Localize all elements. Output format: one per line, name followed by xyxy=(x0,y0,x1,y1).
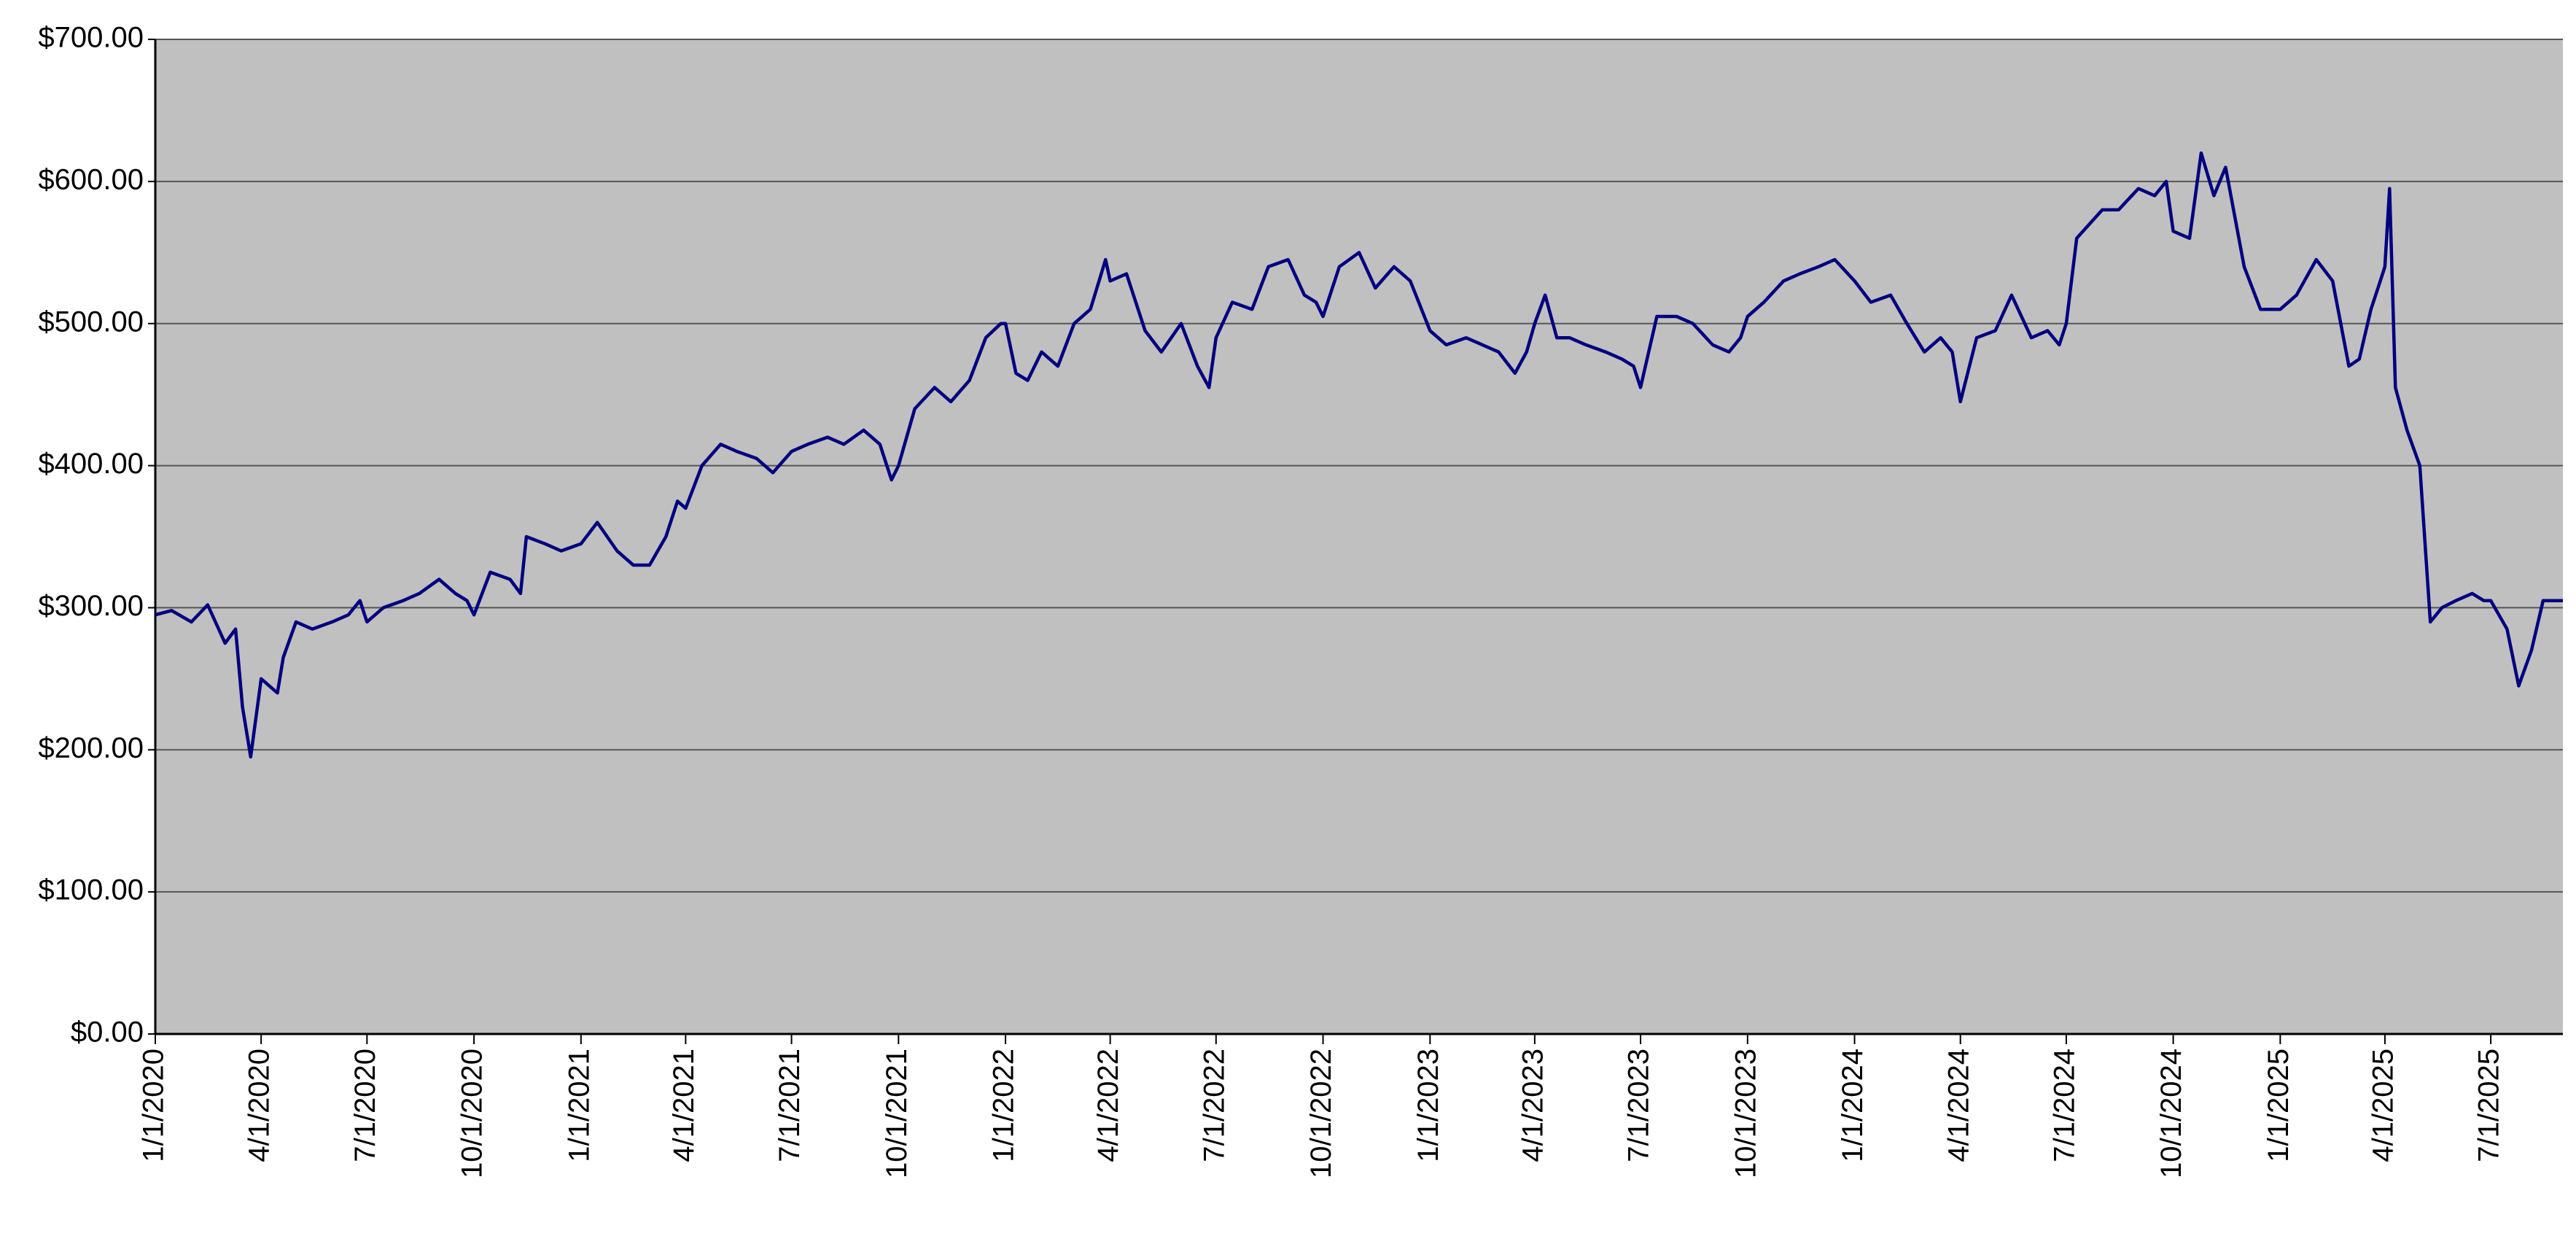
x-tick-label: 10/1/2021 xyxy=(881,1049,913,1178)
x-tick-label: 4/1/2021 xyxy=(668,1049,700,1162)
y-tick-label: $500.00 xyxy=(38,306,144,338)
x-tick-label: 1/1/2020 xyxy=(138,1049,170,1162)
x-tick-label: 4/1/2022 xyxy=(1092,1049,1124,1162)
y-tick-label: $0.00 xyxy=(71,1016,144,1049)
x-tick-label: 4/1/2025 xyxy=(2367,1049,2400,1162)
y-tick-label: $200.00 xyxy=(38,732,144,764)
plot-area xyxy=(155,39,2563,1034)
x-tick-label: 10/1/2024 xyxy=(2155,1049,2187,1178)
x-tick-label: 7/1/2022 xyxy=(1198,1049,1230,1162)
x-tick-label: 4/1/2024 xyxy=(1942,1049,1974,1162)
x-tick-label: 10/1/2023 xyxy=(1729,1049,1762,1178)
x-tick-label: 7/1/2023 xyxy=(1623,1049,1655,1162)
x-tick-label: 1/1/2024 xyxy=(1837,1049,1869,1162)
x-tick-label: 10/1/2020 xyxy=(456,1049,489,1178)
x-tick-label: 7/1/2024 xyxy=(2048,1049,2080,1162)
x-tick-label: 7/1/2021 xyxy=(774,1049,806,1162)
x-tick-label: 1/1/2025 xyxy=(2262,1049,2295,1162)
y-tick-label: $300.00 xyxy=(38,590,144,622)
y-tick-label: $600.00 xyxy=(38,163,144,195)
x-tick-label: 1/1/2023 xyxy=(1412,1049,1444,1162)
y-tick-label: $700.00 xyxy=(38,22,144,54)
y-tick-label: $100.00 xyxy=(38,874,144,906)
x-tick-label: 1/1/2022 xyxy=(988,1049,1020,1162)
x-tick-label: 10/1/2022 xyxy=(1305,1049,1337,1178)
price-line xyxy=(155,151,2563,759)
x-tick-label: 4/1/2020 xyxy=(244,1049,276,1162)
x-tick-label: 7/1/2025 xyxy=(2473,1049,2505,1162)
y-tick-label: $400.00 xyxy=(38,448,144,480)
x-tick-label: 7/1/2020 xyxy=(349,1049,381,1162)
x-tick-label: 4/1/2023 xyxy=(1517,1049,1549,1162)
x-tick-label: 1/1/2021 xyxy=(563,1049,595,1162)
